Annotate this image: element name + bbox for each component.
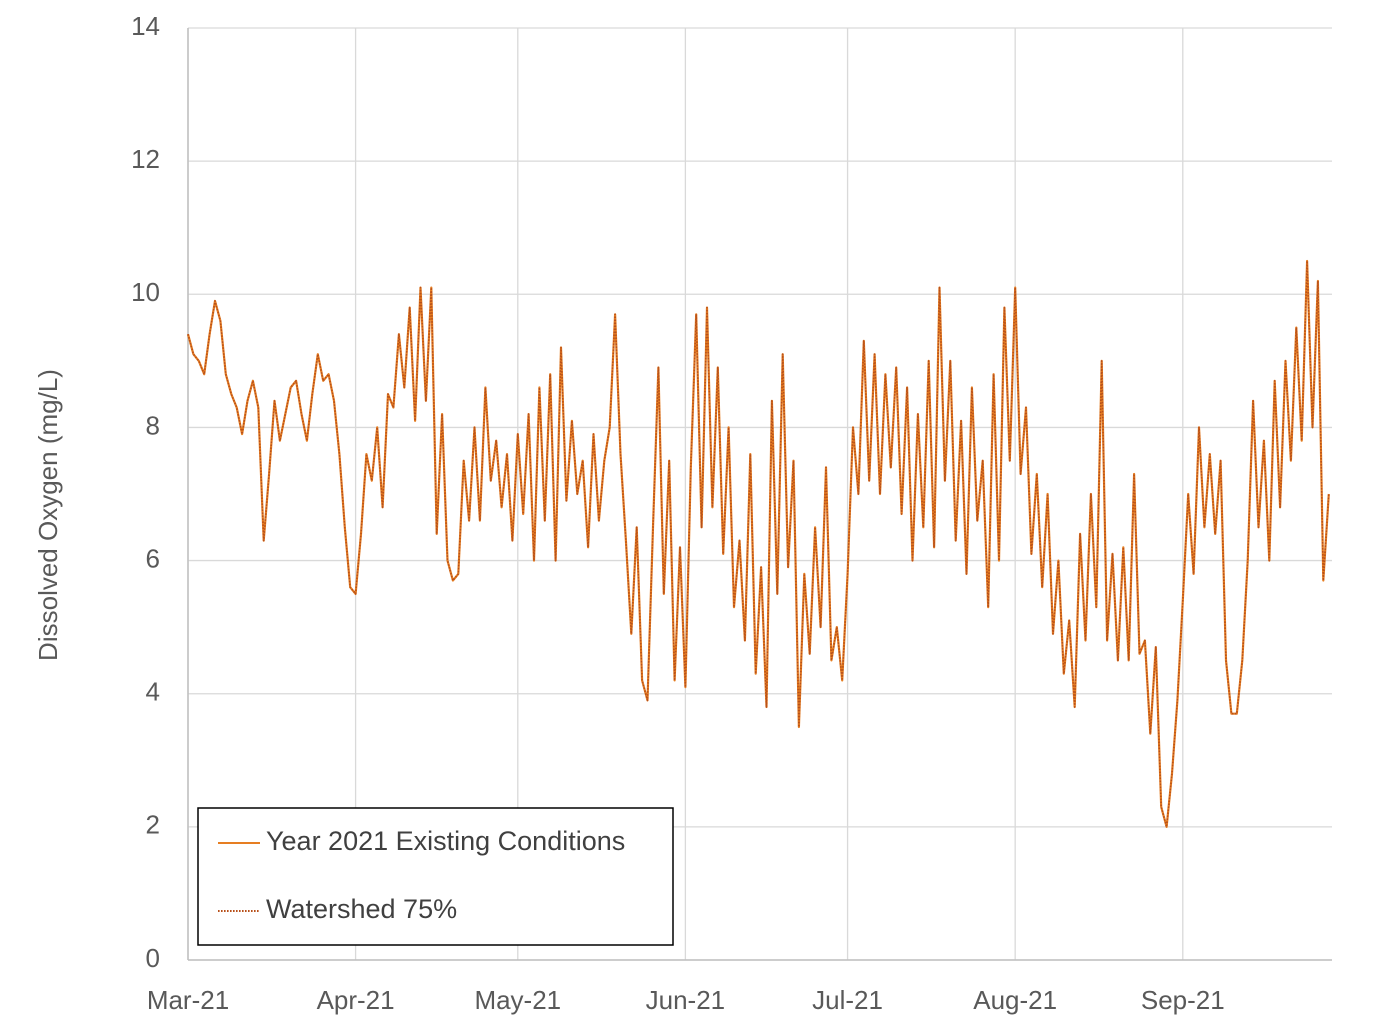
y-tick-label: 2 [146, 810, 160, 840]
legend-box [197, 807, 674, 946]
y-tick-label: 0 [146, 943, 160, 973]
y-tick-label: 14 [131, 11, 160, 41]
x-tick-label: Aug-21 [973, 985, 1057, 1015]
x-tick-label: Jul-21 [812, 985, 883, 1015]
y-tick-label: 8 [146, 410, 160, 440]
y-tick-label: 12 [131, 144, 160, 174]
legend-label: Year 2021 Existing Conditions [266, 826, 625, 856]
y-axis-label: Dissolved Oxygen (mg/L) [33, 369, 63, 661]
series-line [186, 259, 1330, 828]
legend-label: Watershed 75% [266, 894, 457, 924]
x-tick-label: Apr-21 [317, 985, 395, 1015]
x-tick-label: Mar-21 [147, 985, 229, 1015]
y-tick-label: 10 [131, 277, 160, 307]
x-tick-label: May-21 [474, 985, 561, 1015]
series-line [187, 260, 1330, 828]
x-tick-label: Sep-21 [1141, 985, 1225, 1015]
y-tick-label: 4 [146, 677, 160, 707]
x-tick-label: Jun-21 [646, 985, 726, 1015]
y-tick-label: 6 [146, 543, 160, 573]
